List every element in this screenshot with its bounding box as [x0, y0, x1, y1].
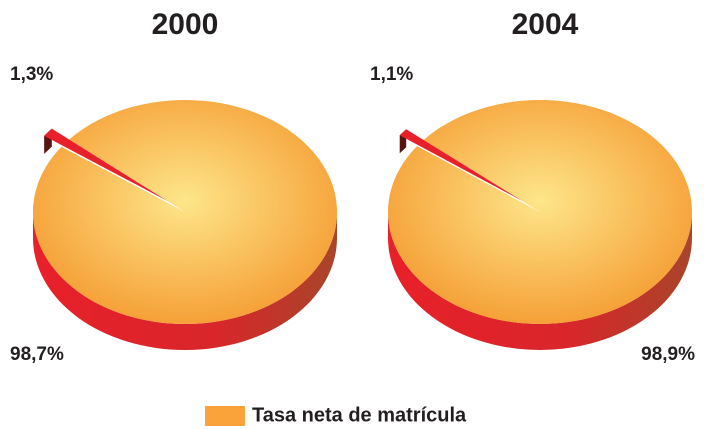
- data-label: 98,9%: [641, 344, 695, 365]
- pie-slice: [32, 100, 337, 325]
- pie-side: [388, 212, 692, 350]
- legend: Tasa neta de matrícula: [205, 404, 467, 426]
- chart-title: 2004: [512, 8, 579, 41]
- pie-slice: [399, 129, 523, 202]
- pie-slice: [44, 128, 168, 202]
- legend-swatch: [205, 406, 245, 426]
- data-label: 1,3%: [10, 64, 53, 85]
- chart-title: 2000: [152, 8, 219, 41]
- data-label: 98,7%: [10, 344, 64, 365]
- legend-label: Tasa neta de matrícula: [252, 404, 467, 426]
- data-label: 1,1%: [370, 64, 413, 85]
- pie-slice: [387, 100, 692, 325]
- pie-side: [33, 212, 337, 350]
